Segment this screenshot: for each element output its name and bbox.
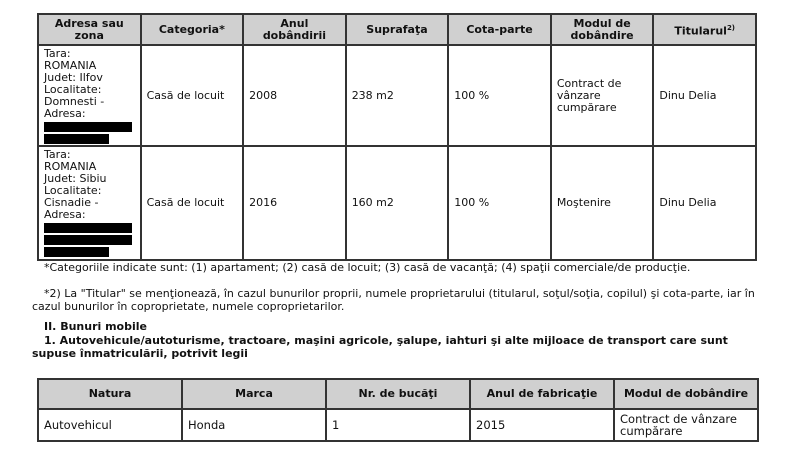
nature-cell: Autovehicul xyxy=(37,408,183,442)
share-cell: 100 % xyxy=(447,145,552,261)
redaction-bar xyxy=(44,122,132,132)
year-cell: 2008 xyxy=(242,44,347,147)
header-nature: Natura xyxy=(37,378,183,410)
header-area: Suprafaţa xyxy=(344,13,450,46)
redaction-bar xyxy=(44,235,132,245)
header-owner: Titularul2) xyxy=(652,13,757,46)
redaction-bar xyxy=(44,247,109,257)
mode-cell: Contract de vânzare cumpărare xyxy=(613,408,759,442)
footnote-titular: *2) La "Titular" se menţionează, în cazu… xyxy=(32,287,755,313)
header-year: Anul de fabricaţie xyxy=(469,378,615,410)
owner-cell: Dinu Delia xyxy=(652,44,757,147)
footnote-categories: *Categoriile indicate sunt: (1) apartame… xyxy=(44,261,691,274)
owner-cell: Dinu Delia xyxy=(652,145,757,261)
table-row: Tara: ROMANIA Judet: Sibiu Localitate: C… xyxy=(37,145,757,261)
redaction-bar xyxy=(44,223,132,233)
section-subtitle: 1. Autovehicule/autoturisme, tractoare, … xyxy=(32,334,728,360)
area-cell: 160 m2 xyxy=(344,145,450,261)
brand-cell: Honda xyxy=(181,408,327,442)
mode-cell: Moştenire xyxy=(549,145,655,261)
header-share: Cota-parte xyxy=(447,13,552,46)
address-cell: Tara: ROMANIA Judet: Sibiu Localitate: C… xyxy=(37,145,142,261)
category-cell: Casă de locuit xyxy=(139,145,245,261)
header-address: Adresa sau zona xyxy=(37,13,142,46)
year-cell: 2015 xyxy=(469,408,615,442)
area-cell: 238 m2 xyxy=(344,44,450,147)
table-header-row: Adresa sau zona Categoria* Anul dobândir… xyxy=(37,13,757,46)
share-cell: 100 % xyxy=(447,44,552,147)
header-category: Categoria* xyxy=(139,13,245,46)
real-estate-table: Adresa sau zona Categoria* Anul dobândir… xyxy=(37,13,757,261)
year-cell: 2016 xyxy=(242,145,347,261)
header-year: Anul dobândirii xyxy=(242,13,347,46)
header-mode: Modul de dobândire xyxy=(549,13,655,46)
count-cell: 1 xyxy=(325,408,471,442)
header-brand: Marca xyxy=(181,378,327,410)
redaction-bar xyxy=(44,134,109,144)
table-header-row: Natura Marca Nr. de bucăţi Anul de fabri… xyxy=(37,378,759,410)
table-row: Tara: ROMANIA Judet: Ilfov Localitate: D… xyxy=(37,44,757,147)
address-cell: Tara: ROMANIA Judet: Ilfov Localitate: D… xyxy=(37,44,142,147)
header-count: Nr. de bucăţi xyxy=(325,378,471,410)
vehicles-table: Natura Marca Nr. de bucăţi Anul de fabri… xyxy=(37,378,759,442)
category-cell: Casă de locuit xyxy=(139,44,245,147)
table-row: Autovehicul Honda 1 2015 Contract de vân… xyxy=(37,408,759,442)
mode-cell: Contract de vânzare cumpărare xyxy=(549,44,655,147)
header-mode: Modul de dobândire xyxy=(613,378,759,410)
section-title: II. Bunuri mobile xyxy=(44,320,147,333)
